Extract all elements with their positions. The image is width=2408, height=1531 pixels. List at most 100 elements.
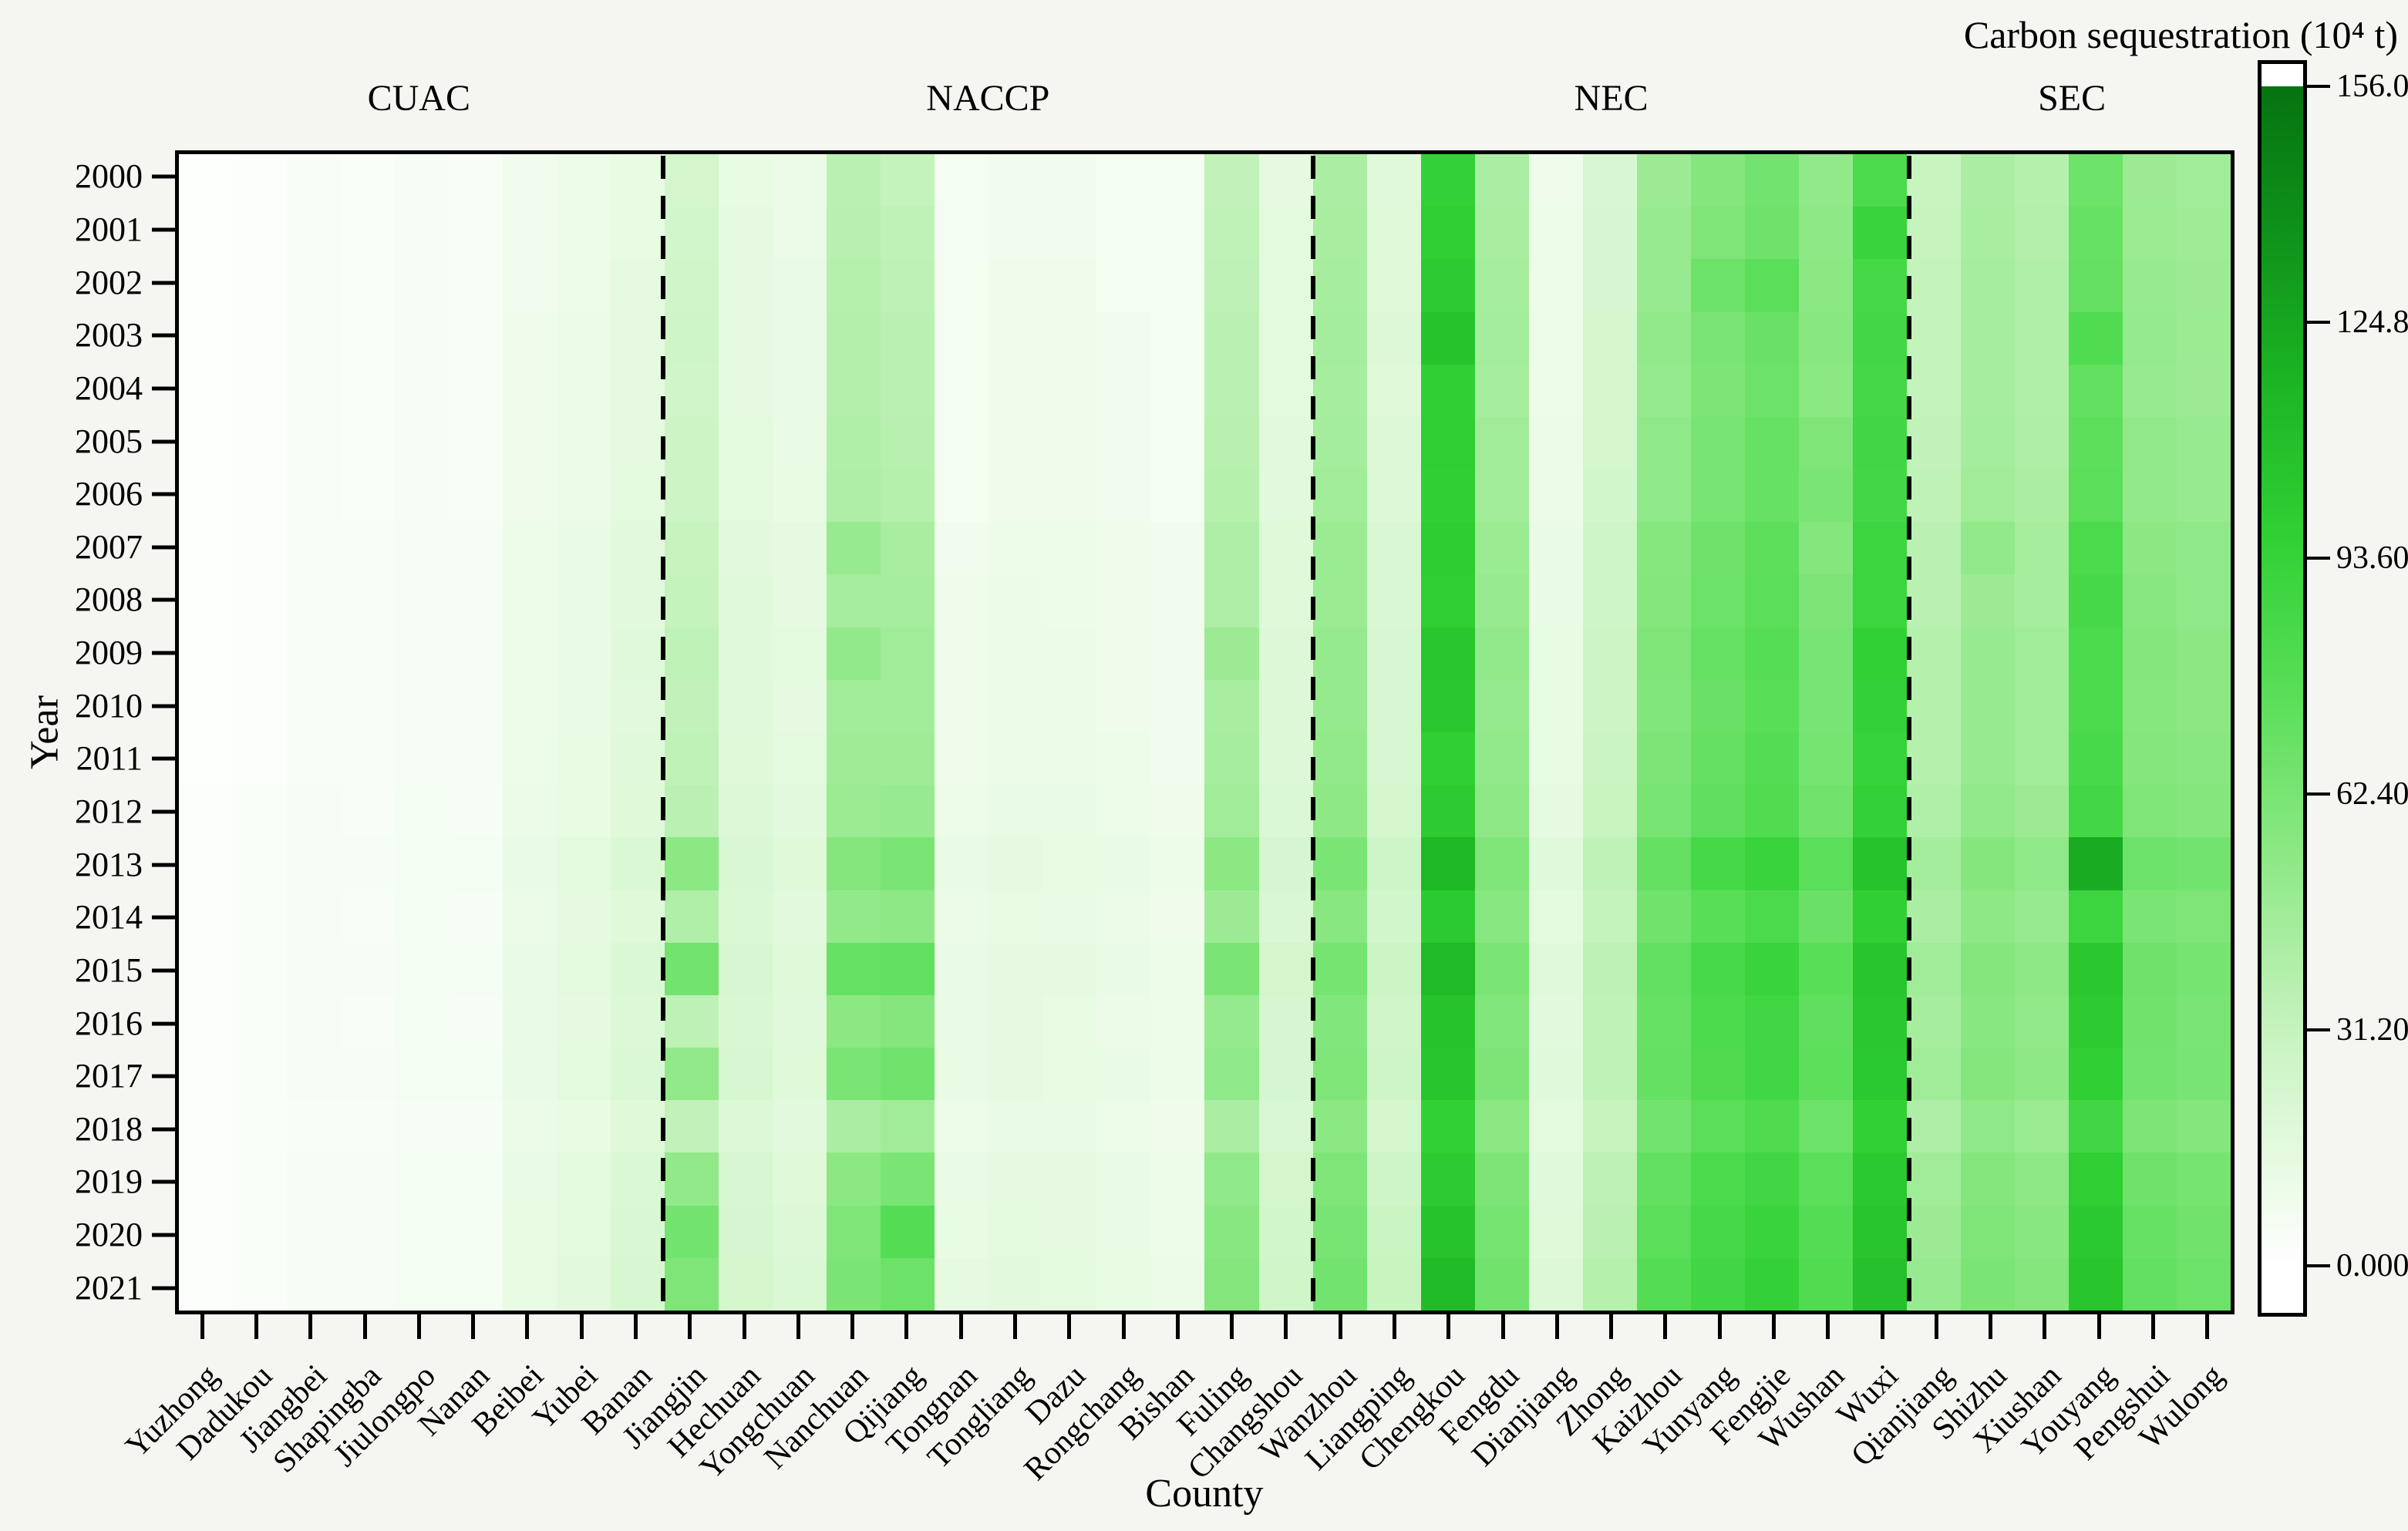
heatmap-cell — [1744, 785, 1799, 838]
group-label-cuac: CUAC — [367, 78, 470, 119]
heatmap-cell — [773, 994, 827, 1048]
heatmap-cell — [395, 1152, 450, 1206]
heatmap-cell — [1636, 785, 1691, 838]
heatmap-cell — [1528, 416, 1583, 470]
heatmap-cell — [1204, 679, 1259, 732]
heatmap-cell — [2176, 522, 2231, 575]
y-tick-label: 2021 — [75, 1268, 143, 1307]
heatmap-cell — [1798, 522, 1853, 575]
heatmap-cell — [557, 1152, 611, 1206]
heatmap-cell — [719, 259, 773, 312]
heatmap-cell — [1852, 1257, 1907, 1311]
heatmap-cell — [1960, 311, 2015, 365]
heatmap-cell — [1258, 994, 1313, 1048]
heatmap-cell — [2176, 311, 2231, 365]
heatmap-cell — [1150, 207, 1205, 260]
colorbar-tick — [2307, 1028, 2330, 1031]
heatmap-cell — [1258, 942, 1313, 995]
heatmap-cell — [341, 627, 396, 680]
heatmap-cell — [773, 1100, 827, 1153]
heatmap-cell — [341, 679, 396, 732]
heatmap-cell — [827, 890, 881, 943]
heatmap-cell — [1096, 416, 1151, 470]
heatmap-cell — [1744, 207, 1799, 260]
heatmap-cell — [1852, 994, 1907, 1048]
heatmap-cell — [1312, 522, 1367, 575]
x-tick — [308, 1314, 313, 1339]
heatmap-cell — [179, 522, 234, 575]
heatmap-cell — [611, 1048, 665, 1101]
heatmap-cell — [827, 1152, 881, 1206]
heatmap-cell — [287, 259, 342, 312]
heatmap-cell — [1042, 1100, 1097, 1153]
heatmap-cell — [1744, 837, 1799, 890]
heatmap-cell — [773, 259, 827, 312]
heatmap-cell — [1798, 259, 1853, 312]
heatmap-cell — [1312, 994, 1367, 1048]
heatmap-cell — [1042, 732, 1097, 786]
heatmap-cell — [341, 1100, 396, 1153]
heatmap-cell — [1744, 732, 1799, 786]
heatmap-cell — [1744, 154, 1799, 207]
y-tick — [152, 174, 175, 179]
heatmap-cell — [2014, 627, 2069, 680]
heatmap-cell — [1690, 1048, 1745, 1101]
heatmap-cell — [773, 207, 827, 260]
heatmap-cell — [881, 679, 935, 732]
heatmap-cell — [1690, 1152, 1745, 1206]
heatmap-cell — [233, 994, 288, 1048]
heatmap-cell — [827, 154, 881, 207]
heatmap-cell — [881, 469, 935, 523]
heatmap-cell — [1420, 1257, 1475, 1311]
heatmap-cell — [1042, 942, 1097, 995]
heatmap-cell — [179, 207, 234, 260]
heatmap-cell — [287, 627, 342, 680]
heatmap-cell — [1474, 522, 1529, 575]
heatmap-cell — [1798, 890, 1853, 943]
y-tick-label: 2005 — [75, 422, 143, 460]
heatmap-cell — [1204, 627, 1259, 680]
heatmap-cell — [1636, 732, 1691, 786]
heatmap-cell — [1906, 627, 1961, 680]
y-tick-label: 2012 — [75, 792, 143, 830]
heatmap-cell — [827, 732, 881, 786]
heatmap-cell — [2014, 522, 2069, 575]
x-tick — [1338, 1314, 1342, 1339]
heatmap-cell — [395, 890, 450, 943]
heatmap-cell — [2014, 364, 2069, 417]
heatmap-cell — [1528, 574, 1583, 628]
heatmap-cell — [557, 1205, 611, 1258]
heatmap-cell — [611, 469, 665, 523]
y-tick — [152, 1021, 175, 1025]
heatmap-cell — [2014, 1257, 2069, 1311]
heatmap-cell — [1474, 785, 1529, 838]
heatmap-cell — [719, 942, 773, 995]
heatmap-cell — [1204, 364, 1259, 417]
heatmap-cell — [1906, 364, 1961, 417]
heatmap-cell — [1312, 364, 1367, 417]
heatmap-cell — [1906, 574, 1961, 628]
heatmap-cell — [611, 1100, 665, 1153]
heatmap-cell — [935, 679, 989, 732]
heatmap-cell — [449, 364, 503, 417]
heatmap-cell — [1420, 522, 1475, 575]
heatmap-cell — [827, 837, 881, 890]
heatmap-cell — [2122, 259, 2177, 312]
heatmap-cell — [665, 994, 719, 1048]
heatmap-cell — [1042, 364, 1097, 417]
heatmap-cell — [1420, 942, 1475, 995]
heatmap-cell — [1582, 890, 1637, 943]
x-tick — [416, 1314, 421, 1339]
heatmap-cell — [1204, 732, 1259, 786]
x-tick — [525, 1314, 530, 1339]
heatmap-cell — [341, 364, 396, 417]
heatmap-cell — [2122, 154, 2177, 207]
heatmap-cell — [1798, 1257, 1853, 1311]
heatmap-cell — [1204, 416, 1259, 470]
heatmap-cell — [881, 207, 935, 260]
heatmap-cell — [1474, 1257, 1529, 1311]
heatmap-cell — [1204, 574, 1259, 628]
heatmap-cell — [719, 994, 773, 1048]
heatmap-cell — [449, 416, 503, 470]
heatmap-cell — [1582, 207, 1637, 260]
